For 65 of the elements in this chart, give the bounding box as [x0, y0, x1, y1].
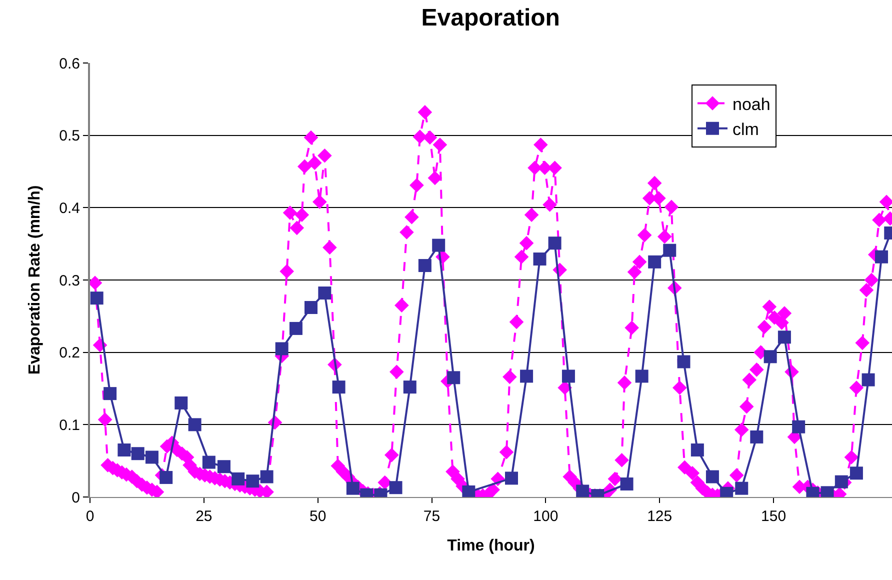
point [663, 244, 676, 257]
point [174, 396, 188, 410]
point [648, 255, 662, 268]
point [432, 238, 446, 252]
point [635, 370, 648, 383]
point [232, 472, 245, 486]
point [217, 460, 230, 474]
y-tick-label: 0.4 [59, 200, 80, 217]
y-tick-label: 0.3 [59, 272, 80, 290]
point [104, 387, 117, 400]
point [145, 450, 158, 464]
point [875, 250, 888, 264]
point [403, 380, 416, 394]
point [850, 466, 863, 480]
point [131, 447, 144, 460]
point [260, 470, 274, 484]
point [533, 252, 546, 266]
y-tick-label: 0.6 [59, 55, 80, 72]
point [202, 456, 216, 469]
point [862, 373, 875, 386]
point [620, 477, 634, 490]
point [690, 443, 704, 456]
point [576, 484, 590, 497]
point [834, 475, 848, 488]
legend-label: clm [732, 120, 759, 139]
x-tick-label: 50 [309, 508, 326, 525]
y-axis-title: Evaporation Rate (mm/h) [26, 185, 44, 375]
x-tick-label: 150 [761, 508, 786, 525]
point [735, 482, 748, 495]
x-axis-title: Time (hour) [447, 538, 535, 555]
point [389, 481, 402, 494]
point [118, 443, 131, 456]
point [750, 430, 764, 444]
point [90, 292, 104, 305]
y-tick-label: 0 [72, 489, 80, 506]
y-tick-label: 0.5 [59, 128, 80, 145]
point [706, 470, 719, 484]
x-tick-label: 125 [647, 508, 672, 525]
point [562, 370, 575, 383]
x-tick-label: 75 [423, 508, 440, 525]
chart-title: Evaporation [421, 4, 560, 32]
point [505, 472, 518, 485]
x-tick-label: 0 [86, 508, 94, 525]
point [778, 330, 791, 344]
point [304, 300, 318, 314]
x-tick-label: 25 [196, 508, 212, 525]
point [318, 286, 332, 300]
point [418, 259, 432, 272]
point [520, 370, 534, 383]
y-tick-label: 0.1 [59, 416, 80, 434]
x-tick-label: 100 [533, 508, 558, 525]
point [275, 342, 288, 356]
point [188, 418, 202, 432]
point [332, 380, 346, 394]
point [764, 350, 777, 364]
point [289, 322, 302, 335]
point [677, 355, 690, 368]
point [160, 470, 173, 484]
legend-label: noah [732, 94, 770, 114]
point [346, 482, 360, 495]
y-tick-label: 0.2 [59, 344, 80, 362]
point [792, 420, 806, 434]
point [246, 474, 260, 488]
point [548, 236, 562, 250]
point [447, 371, 460, 384]
